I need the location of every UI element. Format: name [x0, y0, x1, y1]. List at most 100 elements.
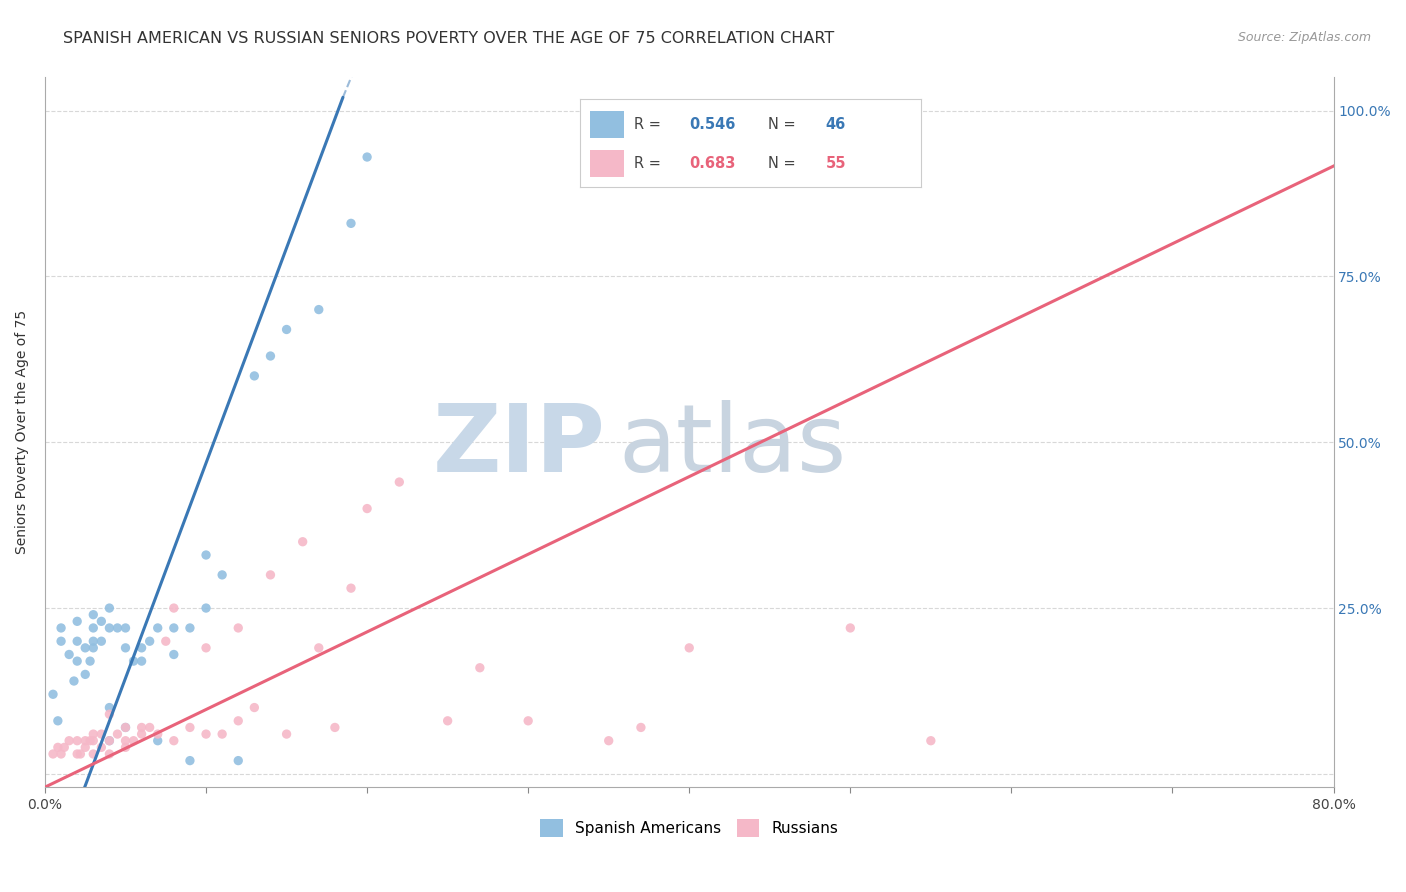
Point — [63, 673, 86, 688]
Point — [678, 640, 700, 655]
Point — [114, 721, 136, 735]
Point — [211, 727, 233, 741]
Point — [46, 714, 69, 728]
Point — [98, 700, 121, 714]
Point — [195, 640, 218, 655]
Point — [195, 548, 218, 562]
Point — [69, 747, 91, 761]
Point — [58, 648, 80, 662]
Point — [146, 727, 169, 741]
Point — [388, 475, 411, 489]
Point — [179, 621, 201, 635]
Point — [155, 634, 177, 648]
Point — [98, 707, 121, 722]
Point — [308, 640, 330, 655]
Point — [82, 621, 104, 635]
Point — [122, 654, 145, 668]
Point — [49, 621, 72, 635]
Point — [195, 601, 218, 615]
Text: Source: ZipAtlas.com: Source: ZipAtlas.com — [1237, 31, 1371, 45]
Point — [163, 621, 186, 635]
Point — [49, 747, 72, 761]
Point — [598, 733, 620, 747]
Point — [308, 302, 330, 317]
Point — [98, 621, 121, 635]
Point — [517, 714, 540, 728]
Point — [98, 747, 121, 761]
Point — [122, 733, 145, 747]
Text: atlas: atlas — [619, 401, 846, 492]
Y-axis label: Seniors Poverty Over the Age of 75: Seniors Poverty Over the Age of 75 — [15, 310, 30, 554]
Point — [356, 150, 378, 164]
Point — [90, 634, 112, 648]
Point — [195, 727, 218, 741]
Point — [436, 714, 458, 728]
Point — [323, 721, 346, 735]
Point — [42, 747, 65, 761]
Point — [630, 721, 652, 735]
Point — [340, 581, 363, 595]
Point — [226, 714, 249, 728]
Point — [340, 216, 363, 230]
Point — [98, 733, 121, 747]
Point — [82, 640, 104, 655]
Point — [82, 747, 104, 761]
Point — [107, 727, 129, 741]
Point — [114, 640, 136, 655]
Point — [46, 740, 69, 755]
Point — [58, 733, 80, 747]
Point — [49, 634, 72, 648]
Point — [114, 740, 136, 755]
Point — [138, 721, 160, 735]
Text: ZIP: ZIP — [433, 401, 606, 492]
Point — [66, 615, 89, 629]
Point — [114, 733, 136, 747]
Point — [114, 621, 136, 635]
Point — [243, 368, 266, 383]
Point — [146, 621, 169, 635]
Point — [839, 621, 862, 635]
Point — [356, 501, 378, 516]
Point — [131, 727, 153, 741]
Point — [179, 754, 201, 768]
Point — [98, 733, 121, 747]
Point — [114, 721, 136, 735]
Point — [66, 733, 89, 747]
Point — [211, 568, 233, 582]
Text: SPANISH AMERICAN VS RUSSIAN SENIORS POVERTY OVER THE AGE OF 75 CORRELATION CHART: SPANISH AMERICAN VS RUSSIAN SENIORS POVE… — [63, 31, 835, 46]
Point — [66, 747, 89, 761]
Point — [66, 634, 89, 648]
Point — [276, 727, 298, 741]
Point — [276, 322, 298, 336]
Point — [291, 534, 314, 549]
Point — [163, 733, 186, 747]
Point — [131, 640, 153, 655]
Point — [179, 721, 201, 735]
Point — [79, 733, 101, 747]
Point — [146, 733, 169, 747]
Point — [131, 654, 153, 668]
Point — [226, 754, 249, 768]
Point — [82, 727, 104, 741]
Legend: Spanish Americans, Russians: Spanish Americans, Russians — [534, 813, 845, 843]
Point — [98, 601, 121, 615]
Point — [42, 687, 65, 701]
Point — [79, 654, 101, 668]
Point — [90, 740, 112, 755]
Point — [243, 700, 266, 714]
Point — [90, 727, 112, 741]
Point — [138, 634, 160, 648]
Point — [131, 721, 153, 735]
Point — [75, 640, 97, 655]
Point — [468, 661, 491, 675]
Point — [75, 740, 97, 755]
Point — [75, 733, 97, 747]
Point — [259, 568, 281, 582]
Point — [163, 601, 186, 615]
Point — [82, 634, 104, 648]
Point — [259, 349, 281, 363]
Point — [107, 621, 129, 635]
Point — [163, 648, 186, 662]
Point — [75, 667, 97, 681]
Point — [920, 733, 942, 747]
